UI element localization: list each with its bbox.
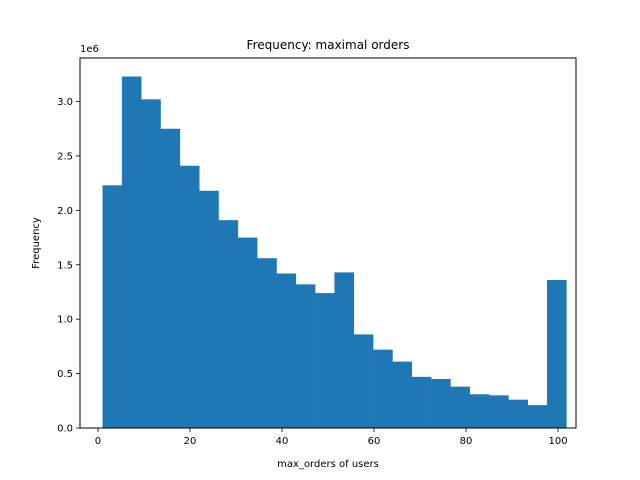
histogram-bar <box>121 76 142 428</box>
histogram-bar <box>353 334 374 428</box>
x-tick-label: 100 <box>549 436 568 447</box>
y-axis-ticks: 0.0 0.5 1.0 1.5 2.0 2.5 3.0 <box>57 97 80 435</box>
histogram-bar <box>508 399 528 428</box>
x-axis-ticks: 0 20 40 60 80 100 <box>95 428 568 447</box>
histogram-bar <box>411 376 432 428</box>
histogram-bar <box>315 293 335 428</box>
histogram-bar <box>160 128 181 428</box>
histogram-bar <box>295 284 316 428</box>
y-tick-label: 2.0 <box>57 206 73 217</box>
histogram-bar <box>199 190 219 428</box>
histogram-bar <box>218 220 239 428</box>
histogram-bar <box>334 272 355 428</box>
histogram-bar <box>489 395 509 428</box>
histogram-bar <box>257 258 277 428</box>
y-tick-label: 0.0 <box>57 424 73 435</box>
y-tick-label: 2.5 <box>57 151 73 162</box>
y-axis-label: Frequency <box>31 217 42 269</box>
histogram-bar <box>392 361 413 428</box>
histogram-bar <box>547 280 567 428</box>
histogram-bar <box>179 165 200 428</box>
y-tick-label: 1.5 <box>57 260 73 271</box>
histogram-bar <box>276 273 297 428</box>
histogram-bar <box>373 349 393 428</box>
y-tick-label: 0.5 <box>57 369 73 380</box>
x-axis-label: max_orders of users <box>277 459 379 470</box>
histogram-bar <box>469 394 490 428</box>
y-tick-label: 3.0 <box>57 97 73 108</box>
bars-group <box>102 76 567 429</box>
x-tick-label: 20 <box>184 436 197 447</box>
x-tick-label: 40 <box>276 436 289 447</box>
x-tick-label: 0 <box>95 436 101 447</box>
y-offset-label: 1e6 <box>80 44 99 55</box>
histogram-bar <box>141 99 161 429</box>
histogram-bar <box>450 386 471 428</box>
histogram-bar <box>431 379 451 428</box>
y-tick-label: 1.0 <box>57 315 73 326</box>
x-tick-label: 60 <box>368 436 381 447</box>
x-tick-label: 80 <box>460 436 473 447</box>
histogram-bar <box>102 185 123 428</box>
histogram-bar <box>527 405 548 428</box>
chart-title: Frequency: maximal orders <box>247 38 410 52</box>
plot-frame <box>79 57 577 429</box>
histogram-bar <box>237 237 258 428</box>
